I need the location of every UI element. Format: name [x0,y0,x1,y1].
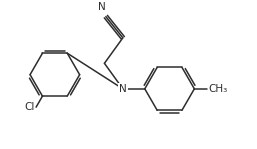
Text: Cl: Cl [24,102,35,112]
Text: CH₃: CH₃ [208,84,228,94]
Text: N: N [98,2,106,12]
Text: N: N [119,84,127,94]
